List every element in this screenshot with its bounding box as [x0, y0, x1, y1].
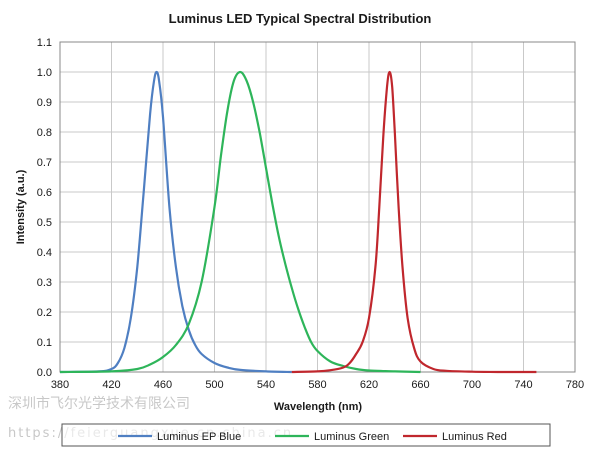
y-tick-label: 0.4 — [37, 247, 52, 259]
y-tick-label: 0.9 — [37, 97, 52, 109]
y-tick-label: 0.7 — [37, 157, 52, 169]
x-tick-label: 780 — [566, 379, 584, 391]
x-tick-label: 420 — [102, 379, 120, 391]
x-tick-label: 580 — [308, 379, 326, 391]
x-tick-label: 740 — [514, 379, 532, 391]
y-tick-label: 0.2 — [37, 307, 52, 319]
y-tick-labels: 0.0 0.1 0.2 0.3 0.4 0.5 0.6 0.7 0.8 0.9 1.0 1.1 — [37, 37, 52, 379]
y-axis-label: Intensity (a.u.) — [15, 169, 27, 244]
y-tick-label: 0.0 — [37, 367, 52, 379]
x-tick-label: 380 — [51, 379, 69, 391]
x-tick-label: 540 — [257, 379, 275, 391]
x-tick-label: 700 — [463, 379, 481, 391]
legend: Luminus EP Blue Luminus Green Luminus Red — [118, 431, 507, 443]
watermark-company: 深圳市飞尔光学技术有限公司 — [8, 395, 190, 412]
x-axis-label: Wavelength (nm) — [274, 401, 363, 413]
legend-label-luminus-ep-blue: Luminus EP Blue — [157, 431, 241, 443]
legend-label-luminus-red: Luminus Red — [442, 431, 507, 443]
y-tick-label: 0.8 — [37, 127, 52, 139]
x-tick-label: 620 — [360, 379, 378, 391]
y-tick-label: 0.3 — [37, 277, 52, 289]
series-lines — [59, 70, 537, 374]
legend-label-luminus-green: Luminus Green — [314, 431, 389, 443]
x-tick-labels: 380 420 460 500 540 580 620 660 700 740 780 — [51, 379, 584, 391]
y-tick-label: 1.1 — [37, 37, 52, 49]
y-tick-label: 0.5 — [37, 217, 52, 229]
y-tick-label: 0.6 — [37, 187, 52, 199]
series-line-luminus-ep-blue — [59, 70, 292, 374]
chart-title: Luminus LED Typical Spectral Distributio… — [169, 11, 432, 26]
series-line-luminus-red — [291, 70, 537, 374]
y-tick-label: 1.0 — [37, 67, 52, 79]
y-tick-label: 0.1 — [37, 337, 52, 349]
x-tick-label: 500 — [205, 379, 223, 391]
series-line-luminus-green — [59, 70, 421, 374]
x-tick-label: 660 — [411, 379, 429, 391]
x-tick-label: 460 — [154, 379, 172, 391]
